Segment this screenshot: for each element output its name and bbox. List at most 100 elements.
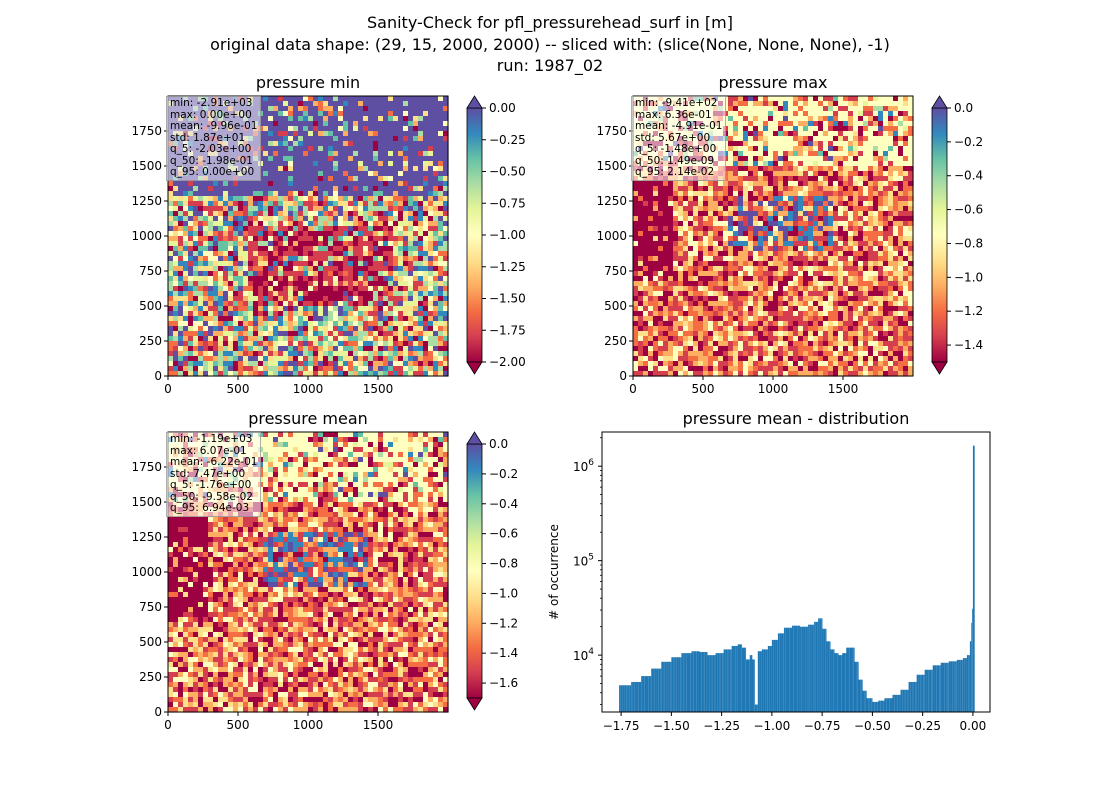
heatmap-cell: [363, 226, 369, 232]
heatmap-cell: [298, 221, 304, 227]
heatmap-cell: [278, 306, 284, 312]
heatmap-cell: [428, 161, 434, 167]
heatmap-cell: [428, 106, 434, 112]
heatmap-cell: [173, 366, 179, 372]
heatmap-cell: [863, 246, 869, 252]
heatmap-cell: [673, 211, 679, 217]
heatmap-cell: [803, 101, 809, 107]
heatmap-cell: [303, 261, 309, 267]
heatmap-cell: [198, 296, 204, 302]
heatmap-cell: [298, 111, 304, 117]
heatmap-cell: [728, 151, 734, 157]
heatmap-cell: [218, 316, 224, 322]
heatmap-cell: [188, 281, 194, 287]
heatmap-cell: [238, 371, 244, 377]
heatmap-cell: [868, 161, 874, 167]
heatmap-cell: [373, 221, 379, 227]
heatmap-cell: [218, 306, 224, 312]
heatmap-cell: [203, 361, 209, 367]
heatmap-cell: [318, 276, 324, 282]
heatmap-cell: [808, 201, 814, 207]
heatmap-cell: [303, 301, 309, 307]
heatmap-cell: [833, 186, 839, 192]
heatmap-cell: [648, 206, 654, 212]
heatmap-cell: [443, 221, 449, 227]
heatmap-cell: [763, 221, 769, 227]
heatmap-cell: [408, 276, 414, 282]
heatmap-cell: [253, 361, 259, 367]
heatmap-cell: [798, 181, 804, 187]
heatmap-cell: [783, 111, 789, 117]
heatmap-cell: [243, 216, 249, 222]
heatmap-cell: [393, 216, 399, 222]
heatmap-cell: [328, 331, 334, 337]
heatmap-cell: [373, 201, 379, 207]
heatmap-cell: [668, 211, 674, 217]
heatmap-cell: [203, 331, 209, 337]
heatmap-cell: [343, 271, 349, 277]
heatmap-cell: [423, 96, 429, 102]
heatmap-cell: [238, 251, 244, 257]
heatmap-cell: [833, 201, 839, 207]
heatmap-cell: [168, 356, 174, 362]
heatmap-cell: [328, 116, 334, 122]
heatmap-cell: [168, 341, 174, 347]
heatmap-cell: [343, 336, 349, 342]
heatmap-cell: [288, 196, 294, 202]
heatmap-cell: [438, 96, 444, 102]
heatmap-cell: [173, 336, 179, 342]
heatmap-cell: [428, 341, 434, 347]
heatmap-cell: [198, 261, 204, 267]
heatmap-cell: [328, 251, 334, 257]
heatmap-cell: [323, 106, 329, 112]
heatmap-cell: [788, 106, 794, 112]
heatmap-cell: [908, 101, 914, 107]
heatmap-cell: [418, 236, 424, 242]
heatmap-cell: [173, 256, 179, 262]
heatmap-cell: [218, 251, 224, 257]
heatmap-cell: [283, 156, 289, 162]
heatmap-cell: [378, 326, 384, 332]
heatmap-cell: [333, 106, 339, 112]
heatmap-cell: [283, 241, 289, 247]
heatmap-cell: [213, 206, 219, 212]
heatmap-cell: [328, 266, 334, 272]
heatmap-cell: [808, 121, 814, 127]
heatmap-cell: [273, 281, 279, 287]
heatmap-cell: [223, 241, 229, 247]
heatmap-cell: [758, 166, 764, 172]
heatmap-cell: [348, 271, 354, 277]
heatmap-cell: [898, 181, 904, 187]
heatmap-cell: [843, 216, 849, 222]
heatmap-cell: [393, 371, 399, 377]
heatmap-cell: [833, 196, 839, 202]
heatmap-cell: [243, 251, 249, 257]
heatmap-cell: [858, 161, 864, 167]
heatmap-cell: [328, 246, 334, 252]
heatmap-cell: [418, 366, 424, 372]
heatmap-cell: [863, 241, 869, 247]
heatmap-cell: [788, 231, 794, 237]
heatmap-cell: [268, 176, 274, 182]
heatmap-cell: [363, 221, 369, 227]
heatmap-cell: [858, 116, 864, 122]
heatmap-cell: [853, 206, 859, 212]
heatmap-cell: [363, 116, 369, 122]
heatmap-cell: [238, 366, 244, 372]
heatmap-cell: [413, 321, 419, 327]
heatmap-cell: [268, 201, 274, 207]
heatmap-cell: [228, 281, 234, 287]
heatmap-cell: [268, 361, 274, 367]
heatmap-cell: [423, 166, 429, 172]
heatmap-cell: [248, 316, 254, 322]
heatmap-cell: [848, 201, 854, 207]
heatmap-cell: [863, 216, 869, 222]
heatmap-cell: [223, 366, 229, 372]
heatmap-cell: [188, 351, 194, 357]
heatmap-cell: [223, 316, 229, 322]
heatmap-cell: [258, 211, 264, 217]
heatmap-cell: [418, 206, 424, 212]
heatmap-cell: [438, 126, 444, 132]
heatmap-cell: [353, 361, 359, 367]
heatmap-cell: [653, 221, 659, 227]
